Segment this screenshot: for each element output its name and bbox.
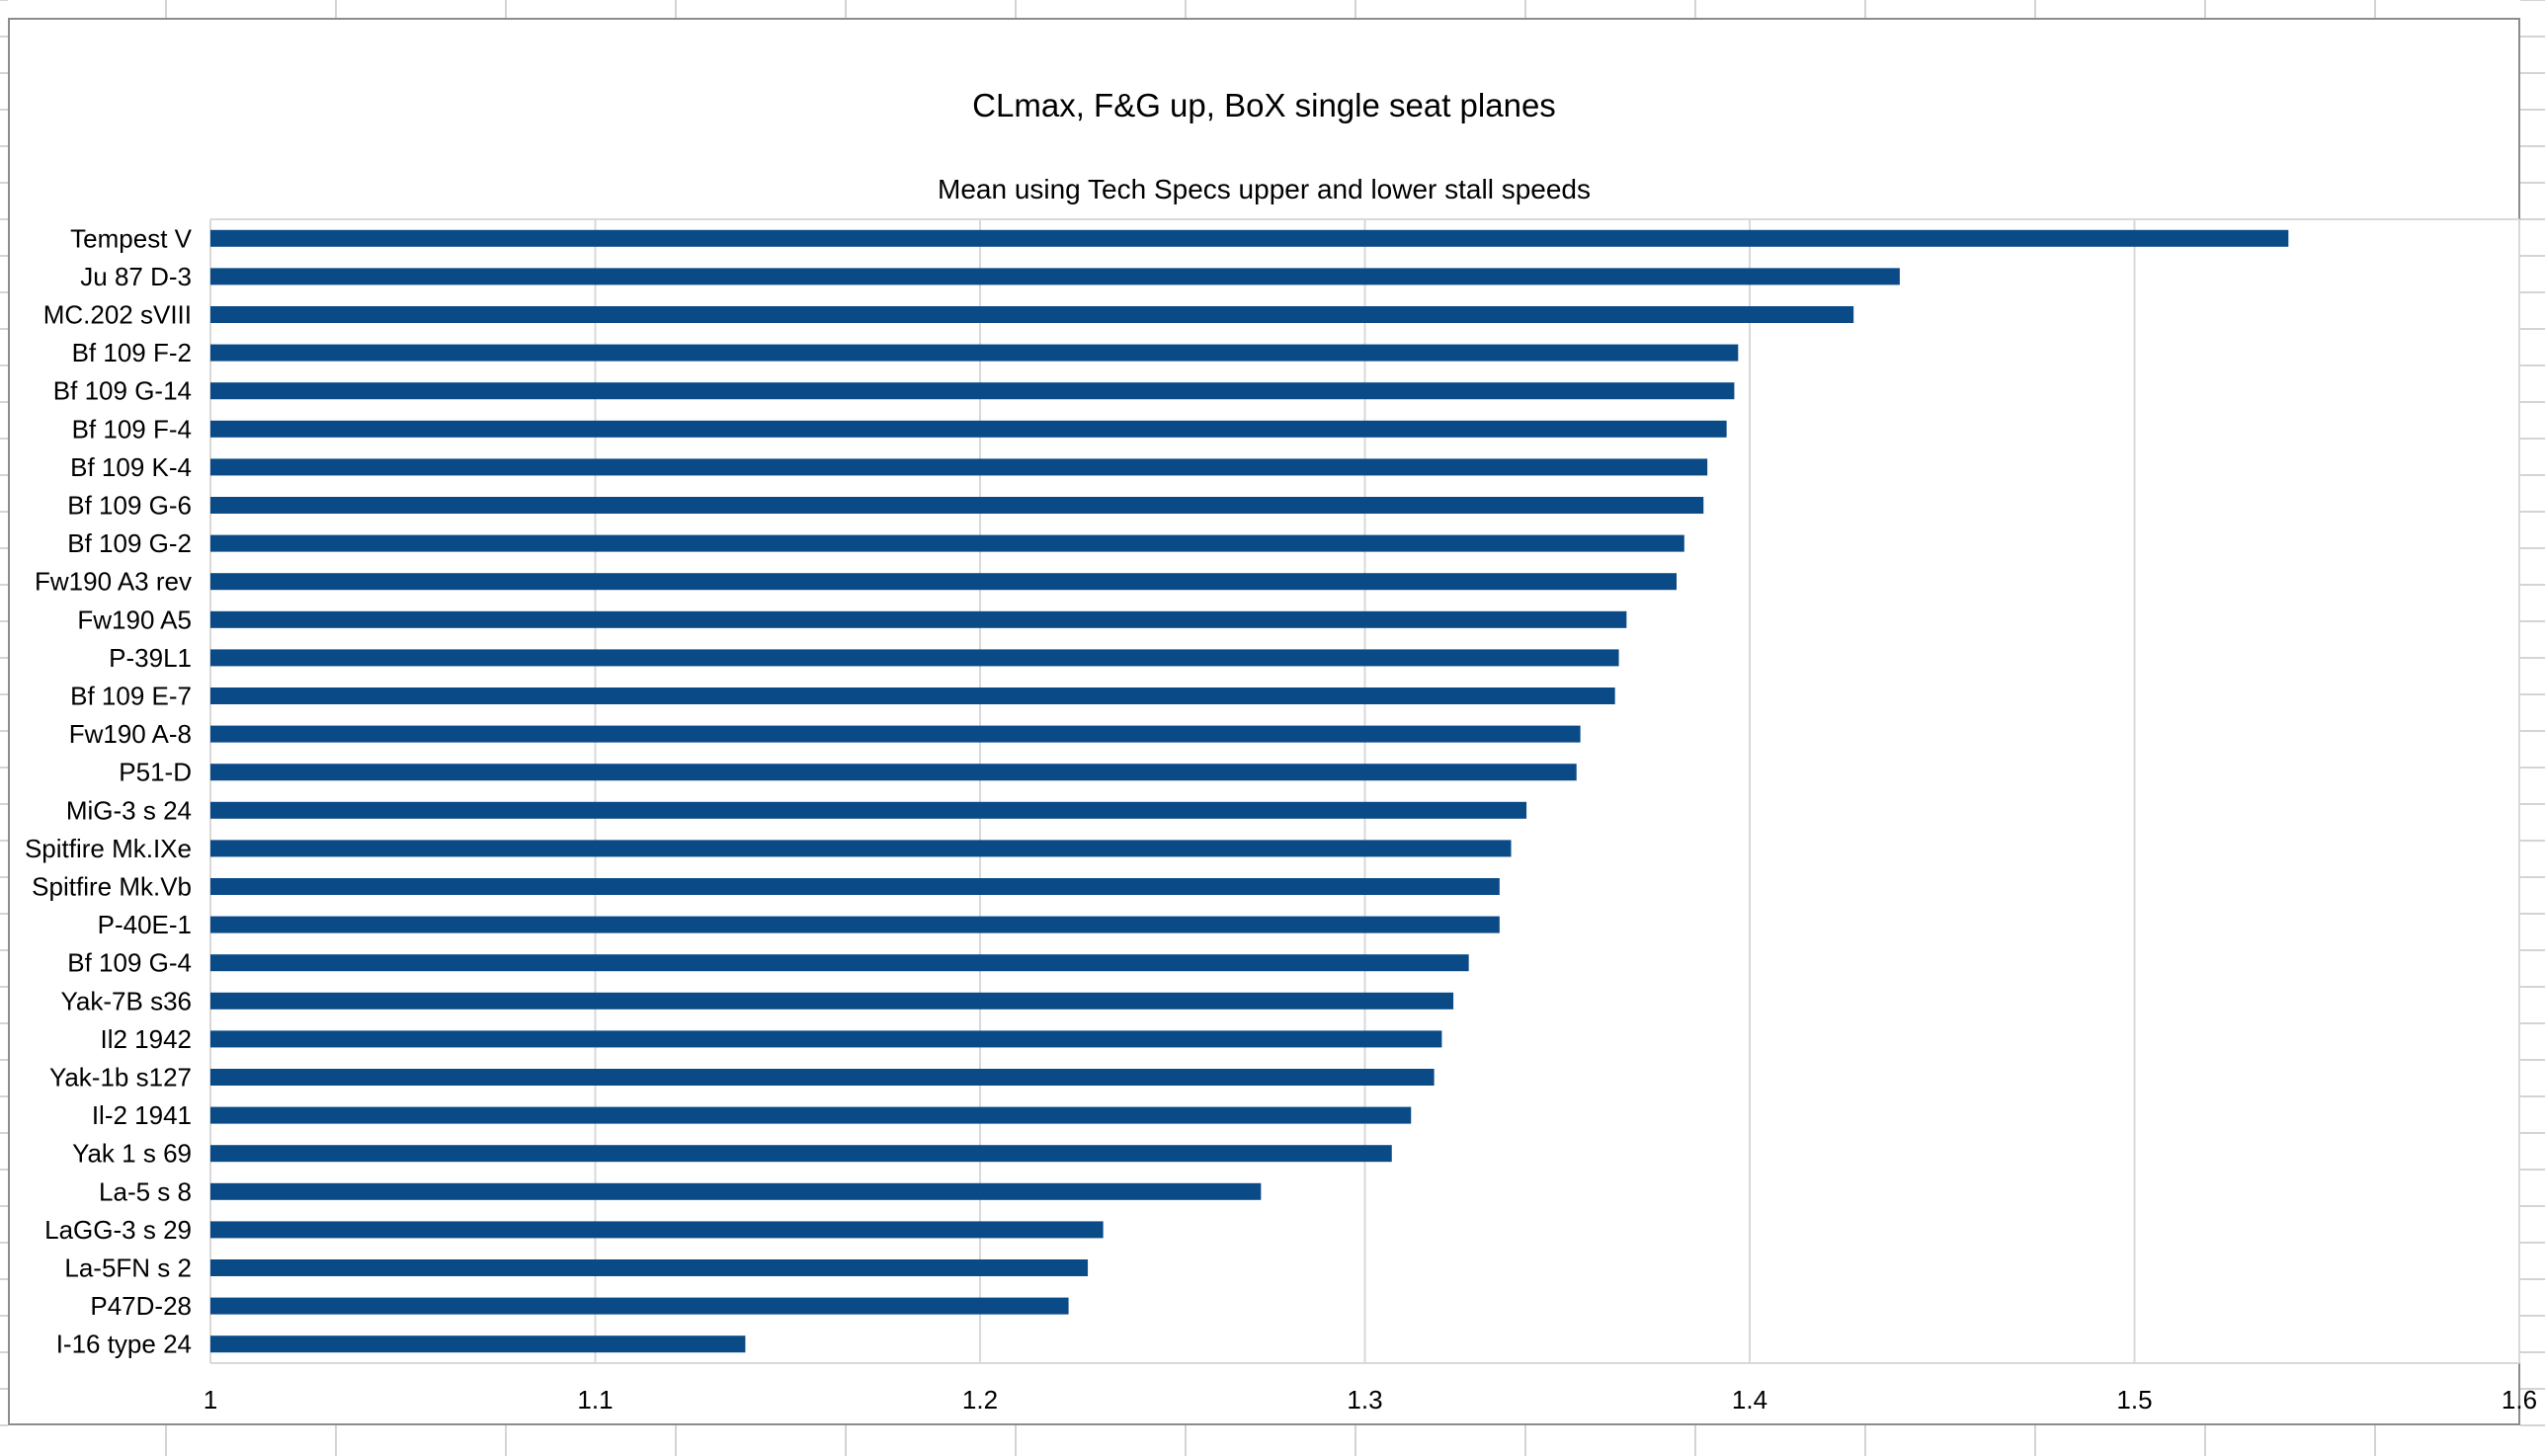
bar: [210, 573, 1677, 591]
category-label: Yak-7B s36: [61, 986, 192, 1015]
x-tick-label: 1.1: [577, 1385, 613, 1415]
category-label: La-5FN s 2: [64, 1254, 192, 1283]
bar: [210, 610, 1627, 628]
bar: [210, 1145, 1392, 1163]
bar: [210, 878, 1500, 895]
bar: [210, 954, 1469, 972]
category-label: MC.202 sVIII: [43, 300, 192, 330]
category-label: Bf 109 F-4: [72, 414, 192, 444]
bar: [210, 1030, 1442, 1048]
bar: [210, 229, 2289, 247]
bar: [210, 992, 1454, 1010]
category-label: Bf 109 F-2: [72, 338, 192, 367]
category-label: Il-2 1941: [92, 1100, 192, 1130]
category-label: Bf 109 K-4: [70, 452, 192, 482]
x-tick-label: 1.2: [962, 1385, 998, 1415]
x-tick-label: 1: [204, 1385, 217, 1415]
bar: [210, 725, 1581, 743]
chart-subtitle: Mean using Tech Specs upper and lower st…: [938, 174, 1591, 204]
category-label: Spitfire Mk.IXe: [25, 834, 192, 863]
bar: [210, 688, 1615, 704]
category-label: Bf 109 G-6: [67, 491, 192, 521]
bar: [210, 1335, 746, 1353]
category-label: Tempest V: [70, 223, 192, 253]
category-label: Bf 109 E-7: [70, 682, 192, 711]
category-label: La-5 s 8: [99, 1176, 192, 1206]
bar: [210, 458, 1708, 476]
x-tick-label: 1.3: [1347, 1385, 1382, 1415]
bar: [210, 764, 1577, 781]
category-label: Fw190 A-8: [69, 719, 192, 749]
category-label: LaGG-3 s 29: [44, 1215, 192, 1245]
category-label: Yak-1b s127: [49, 1063, 192, 1092]
category-label: P47D-28: [90, 1291, 192, 1321]
bar: [210, 916, 1500, 933]
bar: [210, 497, 1704, 514]
category-label: P-40E-1: [98, 910, 192, 939]
category-label: Il2 1942: [100, 1024, 192, 1054]
category-label: P51-D: [119, 758, 192, 787]
bar: [210, 1221, 1104, 1239]
category-label: Bf 109 G-2: [67, 528, 192, 558]
bar: [210, 268, 1900, 285]
category-label: I-16 type 24: [56, 1330, 192, 1359]
category-label: Fw190 A5: [77, 605, 192, 634]
category-label: Fw190 A3 rev: [35, 567, 192, 597]
bar: [210, 649, 1619, 667]
bar: [210, 534, 1684, 552]
bar: [210, 382, 1735, 400]
bar: [210, 1069, 1435, 1086]
bar: [210, 344, 1739, 362]
category-label: MiG-3 s 24: [66, 795, 192, 825]
category-label: Spitfire Mk.Vb: [32, 872, 192, 902]
x-tick-label: 1.4: [1732, 1385, 1767, 1415]
bar: [210, 306, 1854, 323]
bar: [210, 840, 1512, 857]
x-tick-label: 1.5: [2116, 1385, 2152, 1415]
bar: [210, 1259, 1089, 1276]
category-label: Yak 1 s 69: [72, 1139, 192, 1169]
bar: [210, 420, 1727, 438]
category-label: Bf 109 G-4: [67, 948, 192, 978]
chart-title: CLmax, F&G up, BoX single seat planes: [972, 87, 1556, 123]
category-label: P-39L1: [109, 643, 192, 673]
category-label: Ju 87 D-3: [80, 262, 192, 291]
bar: [210, 801, 1527, 819]
bar: [210, 1297, 1069, 1315]
bar: [210, 1182, 1262, 1200]
category-label: Bf 109 G-14: [53, 376, 192, 406]
x-tick-label: 1.6: [2502, 1385, 2537, 1415]
bar: [210, 1106, 1412, 1124]
